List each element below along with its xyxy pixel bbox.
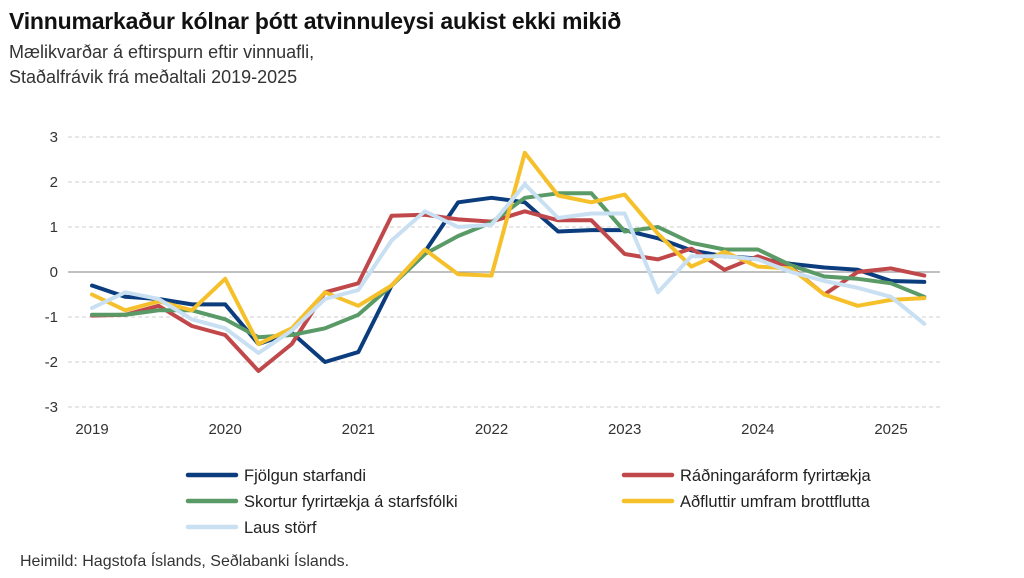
series-line-1	[90, 195, 927, 364]
x-tick-label: 2024	[741, 421, 774, 438]
y-tick-label: 0	[50, 264, 58, 281]
x-tick-label: 2021	[342, 421, 375, 438]
series-line-2	[90, 209, 927, 373]
chart-subtitle-line-1: Mælikvarðar á eftirspurn eftir vinnuafli…	[9, 42, 315, 62]
y-tick-label: -3	[45, 399, 58, 416]
chart-title: Vinnumarkaður kólnar þótt atvinnuleysi a…	[9, 8, 622, 34]
x-tick-label: 2020	[208, 421, 241, 438]
series-line-5	[90, 182, 927, 355]
y-tick-label: 2	[50, 174, 58, 191]
legend-label: Ráðningaráform fyrirtækja	[680, 467, 872, 485]
y-tick-label: -1	[45, 309, 58, 326]
y-tick-label: 1	[50, 219, 58, 236]
source-note: Heimild: Hagstofa Íslands, Seðlabanki Ís…	[20, 553, 350, 570]
x-axis-ticks: 2019 2020 2021 2022 2023 2024 2025	[75, 421, 907, 438]
x-tick-label: 2019	[75, 421, 108, 438]
legend: Fjölgun starfandi Ráðningaráform fyrirtæk…	[185, 467, 872, 537]
legend-label: Laus störf	[244, 519, 317, 537]
legend-label: Fjölgun starfandi	[244, 467, 366, 485]
x-tick-label: 2022	[475, 421, 508, 438]
y-axis-ticks: 3 2 1 0 -1 -2 -3	[45, 129, 58, 416]
series-lines	[90, 150, 927, 373]
chart-subtitle-line-2: Staðalfrávik frá meðaltali 2019-2025	[9, 67, 298, 87]
legend-label: Skortur fyrirtækja á starfsfólki	[244, 493, 458, 511]
x-tick-label: 2025	[874, 421, 907, 438]
legend-label: Aðfluttir umfram brottflutta	[680, 493, 871, 511]
y-tick-label: -2	[45, 354, 58, 371]
x-tick-label: 2023	[608, 421, 641, 438]
y-tick-label: 3	[50, 129, 58, 146]
